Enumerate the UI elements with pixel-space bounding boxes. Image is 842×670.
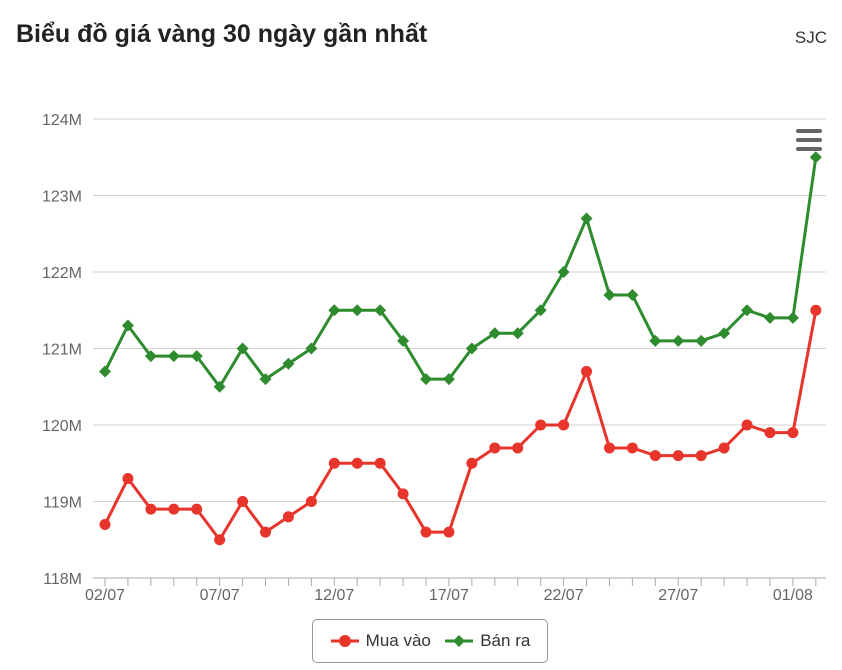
data-point-buy <box>512 442 524 454</box>
data-point-sell <box>695 334 708 347</box>
data-point-sell <box>465 342 478 355</box>
data-point-buy <box>260 526 272 538</box>
y-tick-label: 120M <box>42 418 82 435</box>
data-point-sell <box>809 151 822 164</box>
data-point-sell <box>213 380 226 393</box>
data-point-buy <box>787 427 799 439</box>
data-point-buy <box>328 457 340 469</box>
data-point-sell <box>99 365 111 378</box>
data-point-buy <box>168 503 180 515</box>
data-point-sell <box>282 357 295 370</box>
data-point-buy <box>374 457 386 469</box>
data-point-buy <box>397 488 409 500</box>
x-tick-label: 22/07 <box>544 587 584 604</box>
data-point-buy <box>603 442 615 454</box>
data-point-buy <box>695 450 707 462</box>
data-point-sell <box>557 266 570 278</box>
y-tick-label: 119M <box>43 495 82 512</box>
data-point-sell <box>488 327 501 340</box>
x-tick-label: 01/08 <box>773 587 813 604</box>
data-point-buy <box>282 511 294 523</box>
data-point-buy <box>626 442 638 454</box>
data-point-buy <box>810 304 822 316</box>
data-point-sell <box>374 304 387 317</box>
data-point-sell <box>741 304 754 317</box>
brand-label: SJC <box>794 28 827 47</box>
data-point-sell <box>121 319 134 332</box>
data-point-buy <box>535 419 547 431</box>
y-tick-label: 118M <box>43 571 82 588</box>
data-point-sell <box>672 334 685 347</box>
data-point-buy <box>443 526 455 538</box>
x-tick-label: 12/07 <box>314 587 354 604</box>
chart-legend: Mua vào Bán ra <box>312 619 548 663</box>
legend-circle-marker-icon <box>330 635 359 647</box>
data-point-sell <box>511 327 524 340</box>
data-point-buy <box>237 496 249 507</box>
data-point-buy <box>214 534 226 546</box>
y-tick-label: 123M <box>42 189 82 206</box>
data-point-buy <box>466 457 478 469</box>
data-point-sell <box>580 212 593 225</box>
y-tick-label: 121M <box>42 342 82 359</box>
data-point-sell <box>649 334 662 347</box>
data-point-buy <box>122 473 134 485</box>
chart-plot: 118M 119M 120M 121M 122M 123M 124M 02/07 07/07 12… <box>42 112 826 604</box>
data-point-buy <box>145 503 157 515</box>
data-point-buy <box>420 526 432 538</box>
data-point-sell <box>328 304 341 317</box>
legend-item-sell[interactable]: Bán ra <box>444 631 530 651</box>
x-tick-label: 02/07 <box>85 587 125 604</box>
data-point-buy <box>351 457 363 469</box>
data-point-sell <box>442 373 455 386</box>
data-point-sell <box>259 373 272 386</box>
data-point-sell <box>763 311 776 324</box>
data-point-sell <box>626 288 639 301</box>
data-point-buy <box>305 496 317 507</box>
x-tick-label: 07/07 <box>200 587 240 604</box>
data-point-sell <box>167 350 180 363</box>
data-point-sell <box>305 342 318 355</box>
data-point-buy <box>741 419 753 431</box>
data-point-sell <box>534 304 547 317</box>
data-point-buy <box>581 365 593 377</box>
page-title: Biểu đồ giá vàng 30 ngày gần nhất <box>16 20 428 48</box>
data-point-sell <box>718 327 731 340</box>
y-tick-label: 122M <box>42 265 82 282</box>
legend-label-sell: Bán ra <box>480 631 531 650</box>
data-point-sell <box>420 373 433 386</box>
data-point-buy <box>718 442 730 454</box>
data-point-buy <box>99 518 111 530</box>
data-point-sell <box>236 342 249 355</box>
data-point-sell <box>351 304 364 317</box>
data-point-buy <box>672 450 684 462</box>
data-point-sell <box>603 288 616 301</box>
legend-label-buy: Mua vào <box>365 631 431 650</box>
data-point-buy <box>558 419 570 431</box>
data-point-sell <box>190 350 203 363</box>
x-tick-label: 27/07 <box>658 587 698 604</box>
data-point-sell <box>144 350 157 363</box>
y-tick-label: 124M <box>42 112 82 129</box>
hamburger-menu-icon[interactable] <box>792 126 826 154</box>
data-point-buy <box>489 442 501 454</box>
data-point-buy <box>649 450 661 462</box>
data-point-buy <box>191 503 203 515</box>
data-point-sell <box>397 334 410 347</box>
data-point-buy <box>764 427 776 439</box>
x-tick-label: 17/07 <box>429 587 469 604</box>
data-point-sell <box>786 311 799 324</box>
legend-diamond-marker-icon <box>445 635 474 647</box>
legend-item-buy[interactable]: Mua vào <box>330 631 431 651</box>
